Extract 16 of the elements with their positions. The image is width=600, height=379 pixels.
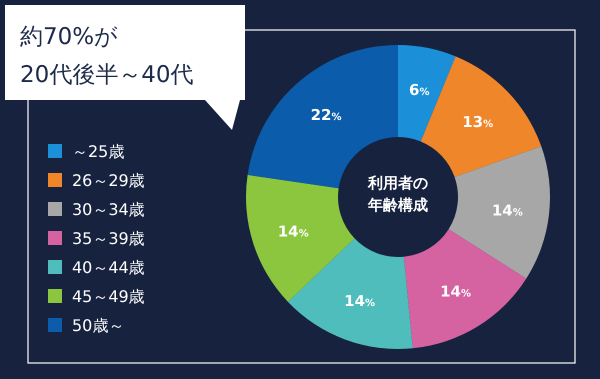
legend-label: 50歳～ xyxy=(72,316,124,335)
legend-label: 35～39歳 xyxy=(72,229,145,248)
text: 利用者の年齢構成 xyxy=(367,174,428,214)
text: 約70%が 20代後半～40代 xyxy=(20,24,194,88)
legend-label: 30～34歳 xyxy=(72,200,145,219)
data-label: 22% xyxy=(310,106,342,124)
legend-label: ～25歳 xyxy=(72,142,124,161)
data-label: 14% xyxy=(278,222,309,240)
legend-label: 45～49歳 xyxy=(72,287,145,306)
data-label: 13% xyxy=(462,113,494,132)
data-label: 14% xyxy=(344,292,376,310)
data-label: 14% xyxy=(492,201,523,220)
data-label: 14% xyxy=(440,282,472,301)
legend-label: 40～44歳 xyxy=(72,258,145,277)
data-label: 6% xyxy=(409,81,430,100)
legend-label: 26～29歳 xyxy=(72,171,145,190)
